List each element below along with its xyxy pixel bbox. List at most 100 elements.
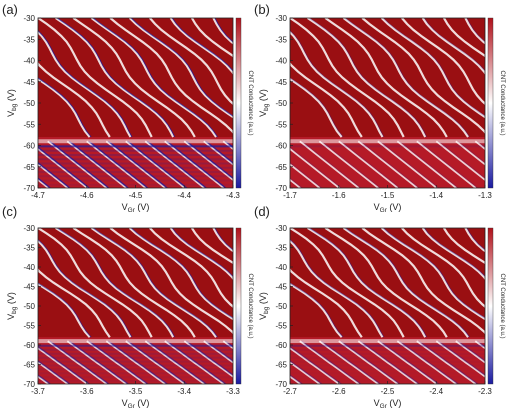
resonance-line [38,228,153,338]
resonance-line [38,77,91,138]
resonance-line [421,228,485,281]
y-tick-label: -65 [23,163,35,172]
resonance-core-low [166,140,227,188]
resonance-line-low [435,140,485,182]
x-tick-label: -3.3 [226,387,240,396]
low-texture-stripe [38,162,233,165]
resonance-core-low [437,340,485,377]
resonance-line-low [338,140,399,188]
resonance-line [212,228,233,253]
resonance-core [290,77,344,138]
low-texture-stripe [290,352,485,355]
resonance-core-low [290,345,342,384]
y-tick-label: -65 [275,361,287,370]
resonance-line-low [183,140,233,182]
resonance-line [72,228,196,338]
resonance-line [290,61,363,138]
switching-band [290,139,485,144]
resonance-line-low [435,340,485,378]
resonance-line [38,239,132,338]
resonance-core-low [38,161,71,188]
low-texture-stripe [38,158,233,161]
low-texture-stripe [38,183,233,186]
resonance-core [290,238,385,338]
resonance-line-low [495,341,512,384]
resonance-line [442,228,485,265]
resonance-core-low [290,177,303,188]
resonance-line-low [357,340,418,384]
heatmap-area [290,228,512,384]
resonance-core-low [398,140,459,188]
y-axis-label: Vbg (V) [258,89,270,117]
resonance-core-low [320,340,381,384]
y-tick-label: -30 [23,14,35,23]
resonance-core [308,228,428,338]
resonance-line [290,228,405,338]
resonance-line [442,18,485,58]
resonance-line-low [299,140,360,188]
resonance-line-low [495,141,512,188]
resonance-line-low [144,340,205,384]
resonance-core-low [88,340,149,384]
colorbar-label: CNT Conductance (a.u.) [499,71,505,136]
y-tick-label: -40 [275,263,287,272]
y-tick-label: -40 [275,57,287,66]
resonance-core-low [418,340,479,384]
y-tick-label: -30 [23,224,35,233]
y-tick-label: -50 [23,302,35,311]
resonance-line [324,228,448,338]
resonance-line-low [377,340,438,384]
resonance-core-low [398,340,459,384]
y-tick-label: -45 [23,283,35,292]
switching-band-core [38,344,233,347]
resonance-core [130,228,233,319]
resonance-line-low [396,140,457,188]
y-tick-label: -60 [275,142,287,151]
resonance-core-low [185,340,233,377]
panel-label: (b) [254,2,270,17]
resonance-line-low [66,340,127,384]
resonance-core [290,282,344,338]
resonance-line-low [144,140,205,188]
low-texture-stripe [290,376,485,378]
y-tick-label: -65 [275,163,287,172]
colorbar [487,17,494,189]
resonance-core-low [185,140,233,180]
x-axis-label: VGr (V) [122,398,150,410]
panel-a: (a) -30 -35 -40 -45 -50 -55 -60 -65 -70-4.7 -4.6 -4… [2,2,253,214]
resonance-core [344,228,470,338]
y-tick-label: -65 [23,361,35,370]
y-tick-label: -55 [275,120,287,129]
resonance-line-low [105,140,166,188]
resonance-core [56,18,176,138]
panel-label: (c) [2,204,17,219]
resonance-core-low [127,140,188,188]
resonance-line [149,18,233,106]
resonance-line [342,228,469,338]
resonance-line [401,18,485,106]
x-axis-label: VGr (V) [374,202,402,214]
resonance-line-low [338,340,399,384]
x-tick-label: -3.5 [129,387,143,396]
y-tick-label: -50 [275,302,287,311]
switching-band [38,339,233,344]
resonance-core-low [127,340,188,384]
resonance-core-low [340,340,401,384]
y-tick-label: -35 [275,35,287,44]
resonance-core-low [68,140,129,188]
low-texture-stripe [38,171,233,173]
resonance-core-low [38,177,51,188]
x-axis-label: VGr (V) [374,398,402,410]
y-tick-label: -35 [23,35,35,44]
resonance-line [380,18,485,119]
resonance-line [38,30,132,138]
resonance-line-low [416,340,477,384]
x-tick-label: -3.4 [177,387,191,396]
resonance-core-low [379,340,440,384]
x-tick-label: -4.3 [226,191,240,200]
low-texture-stripe [38,149,233,152]
resonance-line-low [318,140,379,188]
resonance-core-low [205,140,233,164]
resonance-core-low [49,140,110,188]
switching-band-core [38,145,233,148]
